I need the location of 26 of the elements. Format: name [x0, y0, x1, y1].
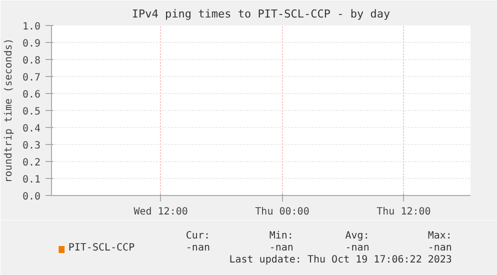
- x-tick-label: Thu 12:00: [376, 206, 431, 218]
- text: -nan: [428, 242, 452, 254]
- y-tick-label: 0.0: [22, 192, 40, 202]
- text: Last update: Thu Oct 19 17:06:22 2023: [229, 254, 452, 266]
- y-tick-label: 0.9: [22, 38, 40, 50]
- x-tick-label: Thu 00:00: [255, 206, 310, 218]
- y-tick-label: 0.5: [22, 106, 40, 118]
- legend-label: PIT-SCL-CCP: [68, 242, 135, 254]
- text: Cur:: [186, 230, 210, 242]
- y-tick-label: 0.4: [22, 124, 40, 134]
- text: -nan: [186, 242, 210, 254]
- y-tick-label: 0.2: [22, 158, 40, 168]
- y-tick-label: 0.8: [22, 56, 40, 66]
- y-axis-title: roundtrip time (seconds): [3, 38, 14, 183]
- text: -nan: [269, 242, 294, 254]
- chart-title: IPv4 ping times to PIT-SCL-CCP - by day: [132, 8, 391, 20]
- text: Min:: [269, 230, 294, 242]
- text: Max:: [428, 230, 452, 242]
- x-tick-label: Wed 12:00: [134, 206, 188, 218]
- y-tick-label: 0.7: [22, 72, 40, 84]
- y-tick-label: 0.6: [22, 90, 40, 100]
- y-tick-label: 1.0: [22, 22, 40, 32]
- text: Avg:: [345, 230, 370, 242]
- y-tick-label: 0.1: [22, 174, 40, 186]
- text: -nan: [345, 242, 370, 254]
- y-tick-label: 0.3: [22, 140, 40, 152]
